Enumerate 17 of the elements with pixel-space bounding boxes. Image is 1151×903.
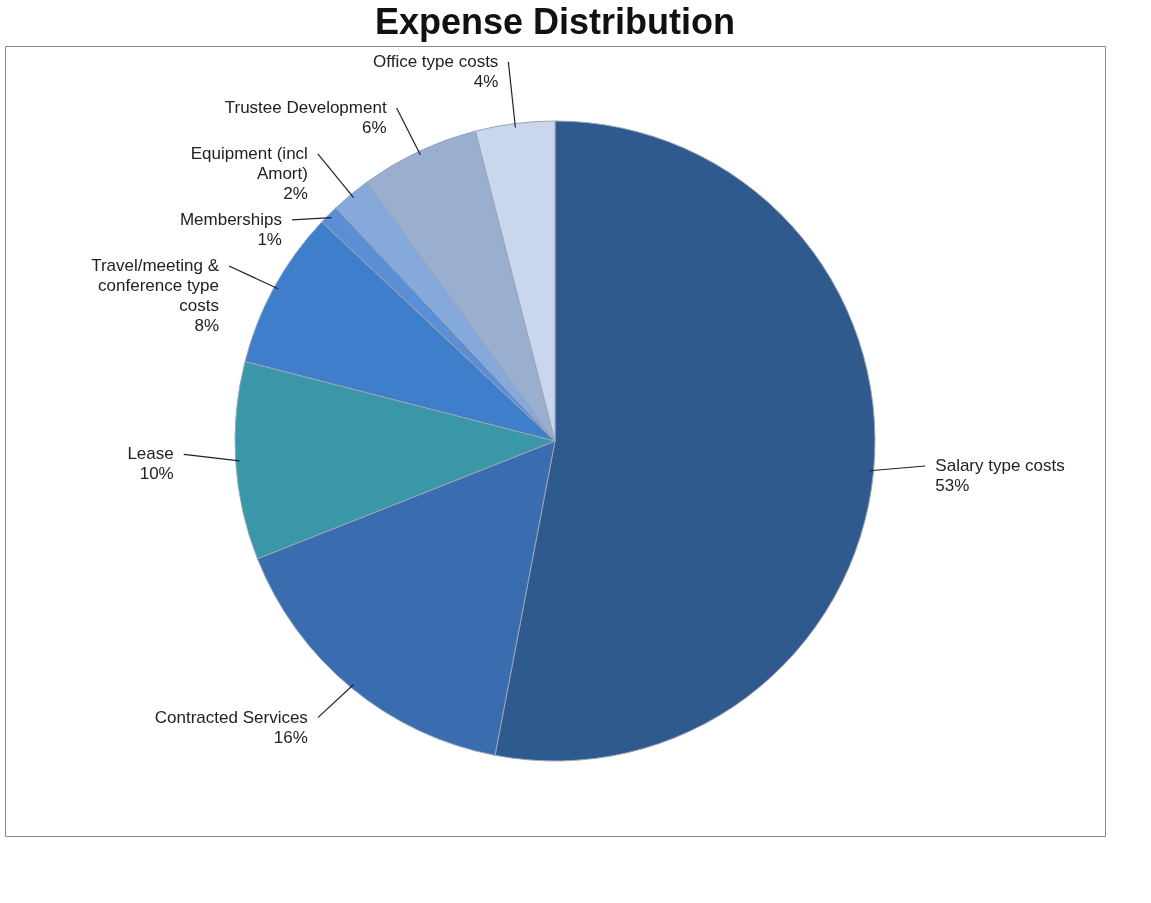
slice-label: Equipment (incl Amort) bbox=[190, 143, 308, 183]
data-label: 8% bbox=[194, 315, 220, 335]
slice-label: Memberships bbox=[179, 209, 282, 229]
slice-label: Lease bbox=[127, 444, 174, 464]
data-label: 2% bbox=[283, 183, 308, 203]
data-label: 6% bbox=[362, 117, 387, 137]
slice-label: Office type costs bbox=[373, 51, 499, 71]
slice-label: Salary type costs bbox=[935, 456, 1065, 476]
data-label: 53% bbox=[935, 476, 970, 496]
chart-title: Expense Distribution bbox=[374, 1, 736, 42]
slice-label: Travel/meeting & conference type costs bbox=[91, 255, 220, 315]
data-label: 1% bbox=[257, 229, 282, 249]
slice-label: Contracted Services bbox=[154, 707, 308, 727]
data-label: 16% bbox=[273, 727, 308, 747]
data-label: 4% bbox=[473, 71, 499, 91]
slice-label: Trustee Development bbox=[224, 97, 387, 117]
data-label: 10% bbox=[139, 464, 174, 484]
